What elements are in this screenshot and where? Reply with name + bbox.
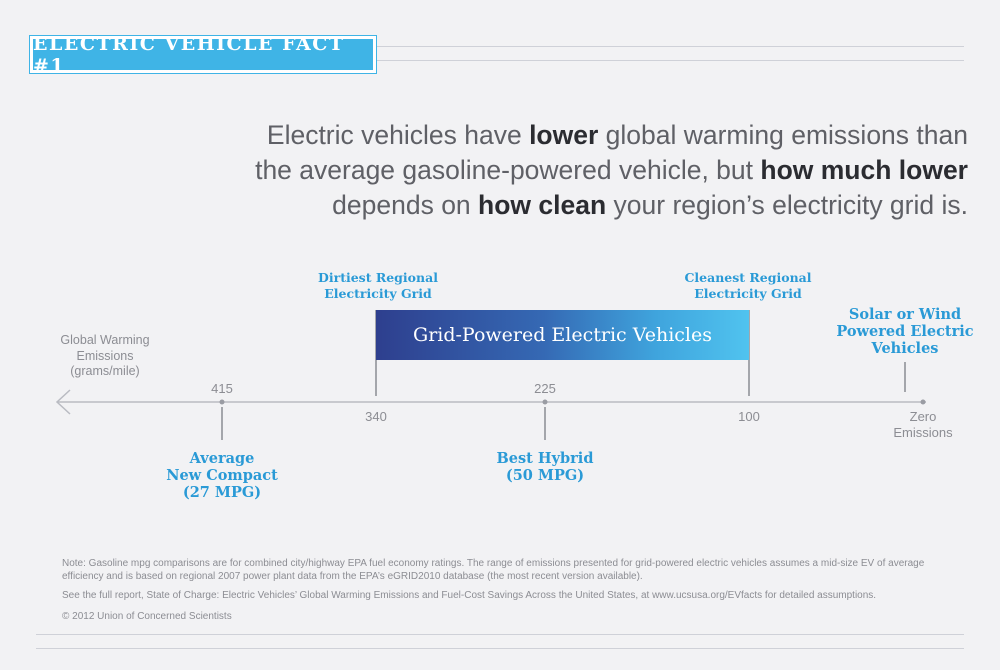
tick-label-340: 340 — [365, 409, 387, 424]
dirtiest-grid-label: Dirtiest Regional Electricity Grid — [318, 270, 438, 301]
tick-label-415: 415 — [211, 381, 233, 396]
headline: Electric vehicles have lower global warm… — [208, 118, 968, 223]
top-rule-upper — [376, 46, 964, 47]
headline-line-3: depends on how clean your region’s elect… — [332, 190, 968, 220]
tick-dot-415 — [219, 399, 225, 405]
tick-label-100: 100 — [738, 409, 760, 424]
headline-line-1: Electric vehicles have lower global warm… — [266, 120, 968, 150]
footnote-methodology: Note: Gasoline mpg comparisons are for c… — [62, 558, 925, 582]
axis-arrow-icon — [55, 389, 71, 415]
tick-dot-225 — [542, 399, 548, 405]
top-rule-lower — [376, 60, 964, 61]
fact-badge: ELECTRIC VEHICLE FACT #1 — [29, 33, 377, 77]
tick-dot-zero — [920, 399, 926, 405]
best-hybrid-label: Best Hybrid (50 MPG) — [496, 450, 594, 484]
copyright: © 2012 Union of Concerned Scientists — [62, 611, 232, 622]
tick-label-225: 225 — [534, 381, 556, 396]
footnote-report: See the full report, State of Charge: El… — [62, 590, 877, 601]
average-compact-label: Average New Compact (27 MPG) — [166, 450, 278, 501]
headline-line-2: the average gasoline-powered vehicle, bu… — [255, 155, 968, 185]
bottom-rule-upper — [36, 634, 964, 635]
grid-powered-bar: Grid-Powered Electric Vehicles — [376, 310, 749, 360]
solar-wind-label: Solar or Wind Powered Electric Vehicles — [836, 306, 974, 357]
axis-label: Global Warming Emissions (grams/mile) — [60, 333, 150, 378]
zero-emissions-label: Zero Emissions — [893, 409, 953, 440]
cleanest-grid-label: Cleanest Regional Electricity Grid — [684, 270, 812, 301]
bottom-rule-lower — [36, 648, 964, 649]
